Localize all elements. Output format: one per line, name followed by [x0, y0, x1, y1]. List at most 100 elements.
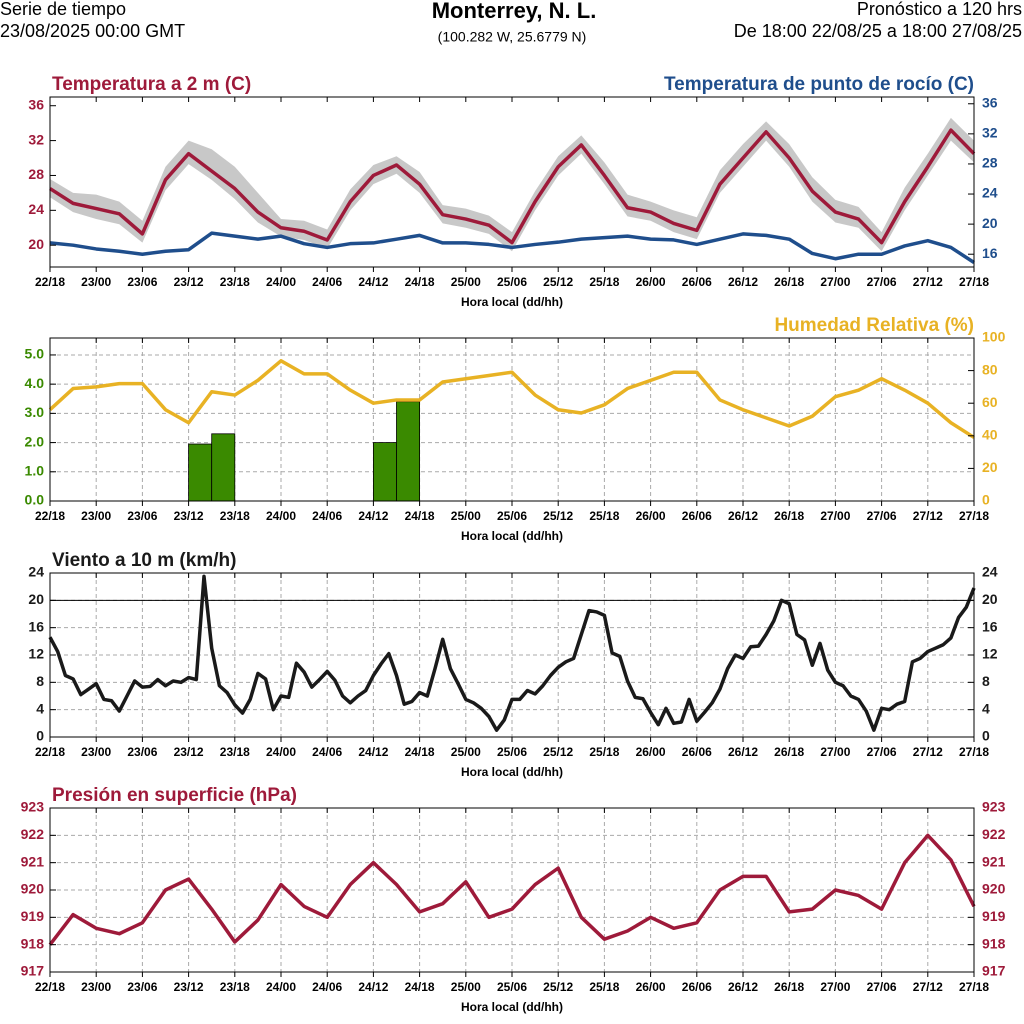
uncertainty-band — [50, 117, 974, 252]
x-tick-label: 27/00 — [820, 275, 850, 289]
header-left-1: Serie de tiempo — [0, 0, 126, 19]
y-tick-label: 36 — [982, 94, 998, 110]
x-tick-label: 26/18 — [774, 980, 804, 994]
y-tick-label: 0.0 — [25, 492, 45, 508]
x-tick-label: 23/00 — [81, 275, 111, 289]
y-tick-label: 28 — [28, 166, 44, 182]
series-line — [49, 231, 975, 264]
x-tick-label: 23/12 — [174, 745, 204, 759]
x-tick-label: 23/06 — [127, 275, 157, 289]
precip-bar — [188, 443, 213, 502]
x-tick-label: 24/18 — [405, 745, 435, 759]
y-tick-label: 923 — [982, 799, 1006, 815]
y-tick-label: 918 — [982, 935, 1006, 951]
x-tick-label: 27/00 — [820, 745, 850, 759]
x-tick-label: 22/18 — [35, 275, 65, 289]
y-tick-label: 4 — [982, 700, 990, 716]
x-tick-label: 23/06 — [127, 509, 157, 523]
x-tick-label: 23/18 — [220, 275, 250, 289]
x-tick-label: 27/06 — [867, 980, 897, 994]
x-tick-label: 23/18 — [220, 980, 250, 994]
x-tick-label: 23/00 — [81, 980, 111, 994]
x-tick-label: 25/00 — [451, 980, 481, 994]
x-tick-label: 25/12 — [543, 980, 573, 994]
y-tick-label: 20 — [982, 591, 998, 607]
y-tick-label: 919 — [982, 908, 1006, 924]
y-tick-label: 918 — [21, 935, 45, 951]
y-tick-label: 28 — [982, 155, 998, 171]
y-tick-label: 921 — [21, 853, 45, 869]
page-title: Monterrey, N. L. — [432, 0, 597, 23]
y-tick-label: 922 — [982, 826, 1006, 842]
x-tick-label: 25/00 — [451, 745, 481, 759]
header-left-2: 23/08/2025 00:00 GMT — [0, 21, 185, 41]
right-axis-title: Humedad Relativa (%) — [774, 315, 974, 336]
series-line — [48, 574, 976, 732]
precip-bar — [211, 433, 236, 502]
y-tick-label: 16 — [982, 618, 998, 634]
x-tick-label: 24/06 — [312, 275, 342, 289]
y-tick-label: 24 — [982, 564, 998, 580]
x-tick-label: 27/18 — [959, 745, 989, 759]
y-tick-label: 0 — [982, 492, 990, 508]
y-tick-label: 920 — [982, 881, 1006, 897]
x-axis-label: Hora local (dd/hh) — [461, 765, 563, 779]
x-tick-label: 25/06 — [497, 509, 527, 523]
x-tick-label: 24/00 — [266, 509, 296, 523]
x-tick-label: 25/18 — [589, 275, 619, 289]
header-right-2: De 18:00 22/08/25 a 18:00 27/08/25 — [734, 21, 1022, 41]
y-tick-label: 24 — [28, 564, 44, 580]
y-tick-label: 920 — [21, 881, 45, 897]
y-tick-label: 3.0 — [25, 404, 45, 420]
x-tick-label: 26/12 — [728, 509, 758, 523]
x-tick-label: 26/06 — [682, 509, 712, 523]
left-axis-title: Viento a 10 m (km/h) — [52, 550, 236, 571]
y-tick-label: 100 — [982, 329, 1006, 345]
series-line — [48, 359, 975, 439]
x-axis-label: Hora local (dd/hh) — [461, 1000, 563, 1014]
x-tick-label: 27/12 — [913, 275, 943, 289]
x-tick-label: 25/12 — [543, 509, 573, 523]
x-tick-label: 25/18 — [589, 509, 619, 523]
y-tick-label: 24 — [28, 201, 44, 217]
left-axis-title: Presión en superficie (hPa) — [52, 785, 297, 806]
x-tick-label: 27/06 — [867, 275, 897, 289]
x-tick-label: 24/18 — [405, 275, 435, 289]
x-tick-label: 23/12 — [174, 509, 204, 523]
y-tick-label: 20 — [28, 591, 44, 607]
x-tick-label: 26/00 — [636, 275, 666, 289]
x-tick-label: 25/12 — [543, 275, 573, 289]
x-tick-label: 27/18 — [959, 509, 989, 523]
y-tick-label: 16 — [28, 618, 44, 634]
x-tick-label: 23/00 — [81, 509, 111, 523]
x-tick-label: 24/00 — [266, 745, 296, 759]
x-tick-label: 25/12 — [543, 745, 573, 759]
x-tick-label: 23/06 — [127, 980, 157, 994]
precip-bar — [372, 442, 397, 502]
x-tick-label: 25/06 — [497, 745, 527, 759]
x-tick-label: 22/18 — [35, 980, 65, 994]
x-tick-label: 27/06 — [867, 745, 897, 759]
x-tick-label: 27/18 — [959, 980, 989, 994]
x-tick-label: 25/18 — [589, 980, 619, 994]
x-tick-label: 24/00 — [266, 980, 296, 994]
x-tick-label: 24/12 — [358, 275, 388, 289]
x-tick-label: 27/18 — [959, 275, 989, 289]
y-tick-label: 1.0 — [25, 462, 45, 478]
x-tick-label: 26/00 — [636, 509, 666, 523]
x-tick-label: 25/06 — [497, 980, 527, 994]
y-tick-label: 80 — [982, 361, 998, 377]
y-tick-label: 20 — [982, 215, 998, 231]
y-tick-label: 0 — [36, 728, 44, 744]
x-tick-label: 25/18 — [589, 745, 619, 759]
x-tick-label: 24/00 — [266, 275, 296, 289]
x-tick-label: 23/00 — [81, 745, 111, 759]
x-tick-label: 23/18 — [220, 509, 250, 523]
y-tick-label: 2.0 — [25, 433, 45, 449]
y-tick-label: 4 — [36, 700, 44, 716]
x-axis-label: Hora local (dd/hh) — [461, 295, 563, 309]
series-line — [49, 128, 976, 245]
y-tick-label: 0 — [982, 728, 990, 744]
x-tick-label: 26/18 — [774, 275, 804, 289]
